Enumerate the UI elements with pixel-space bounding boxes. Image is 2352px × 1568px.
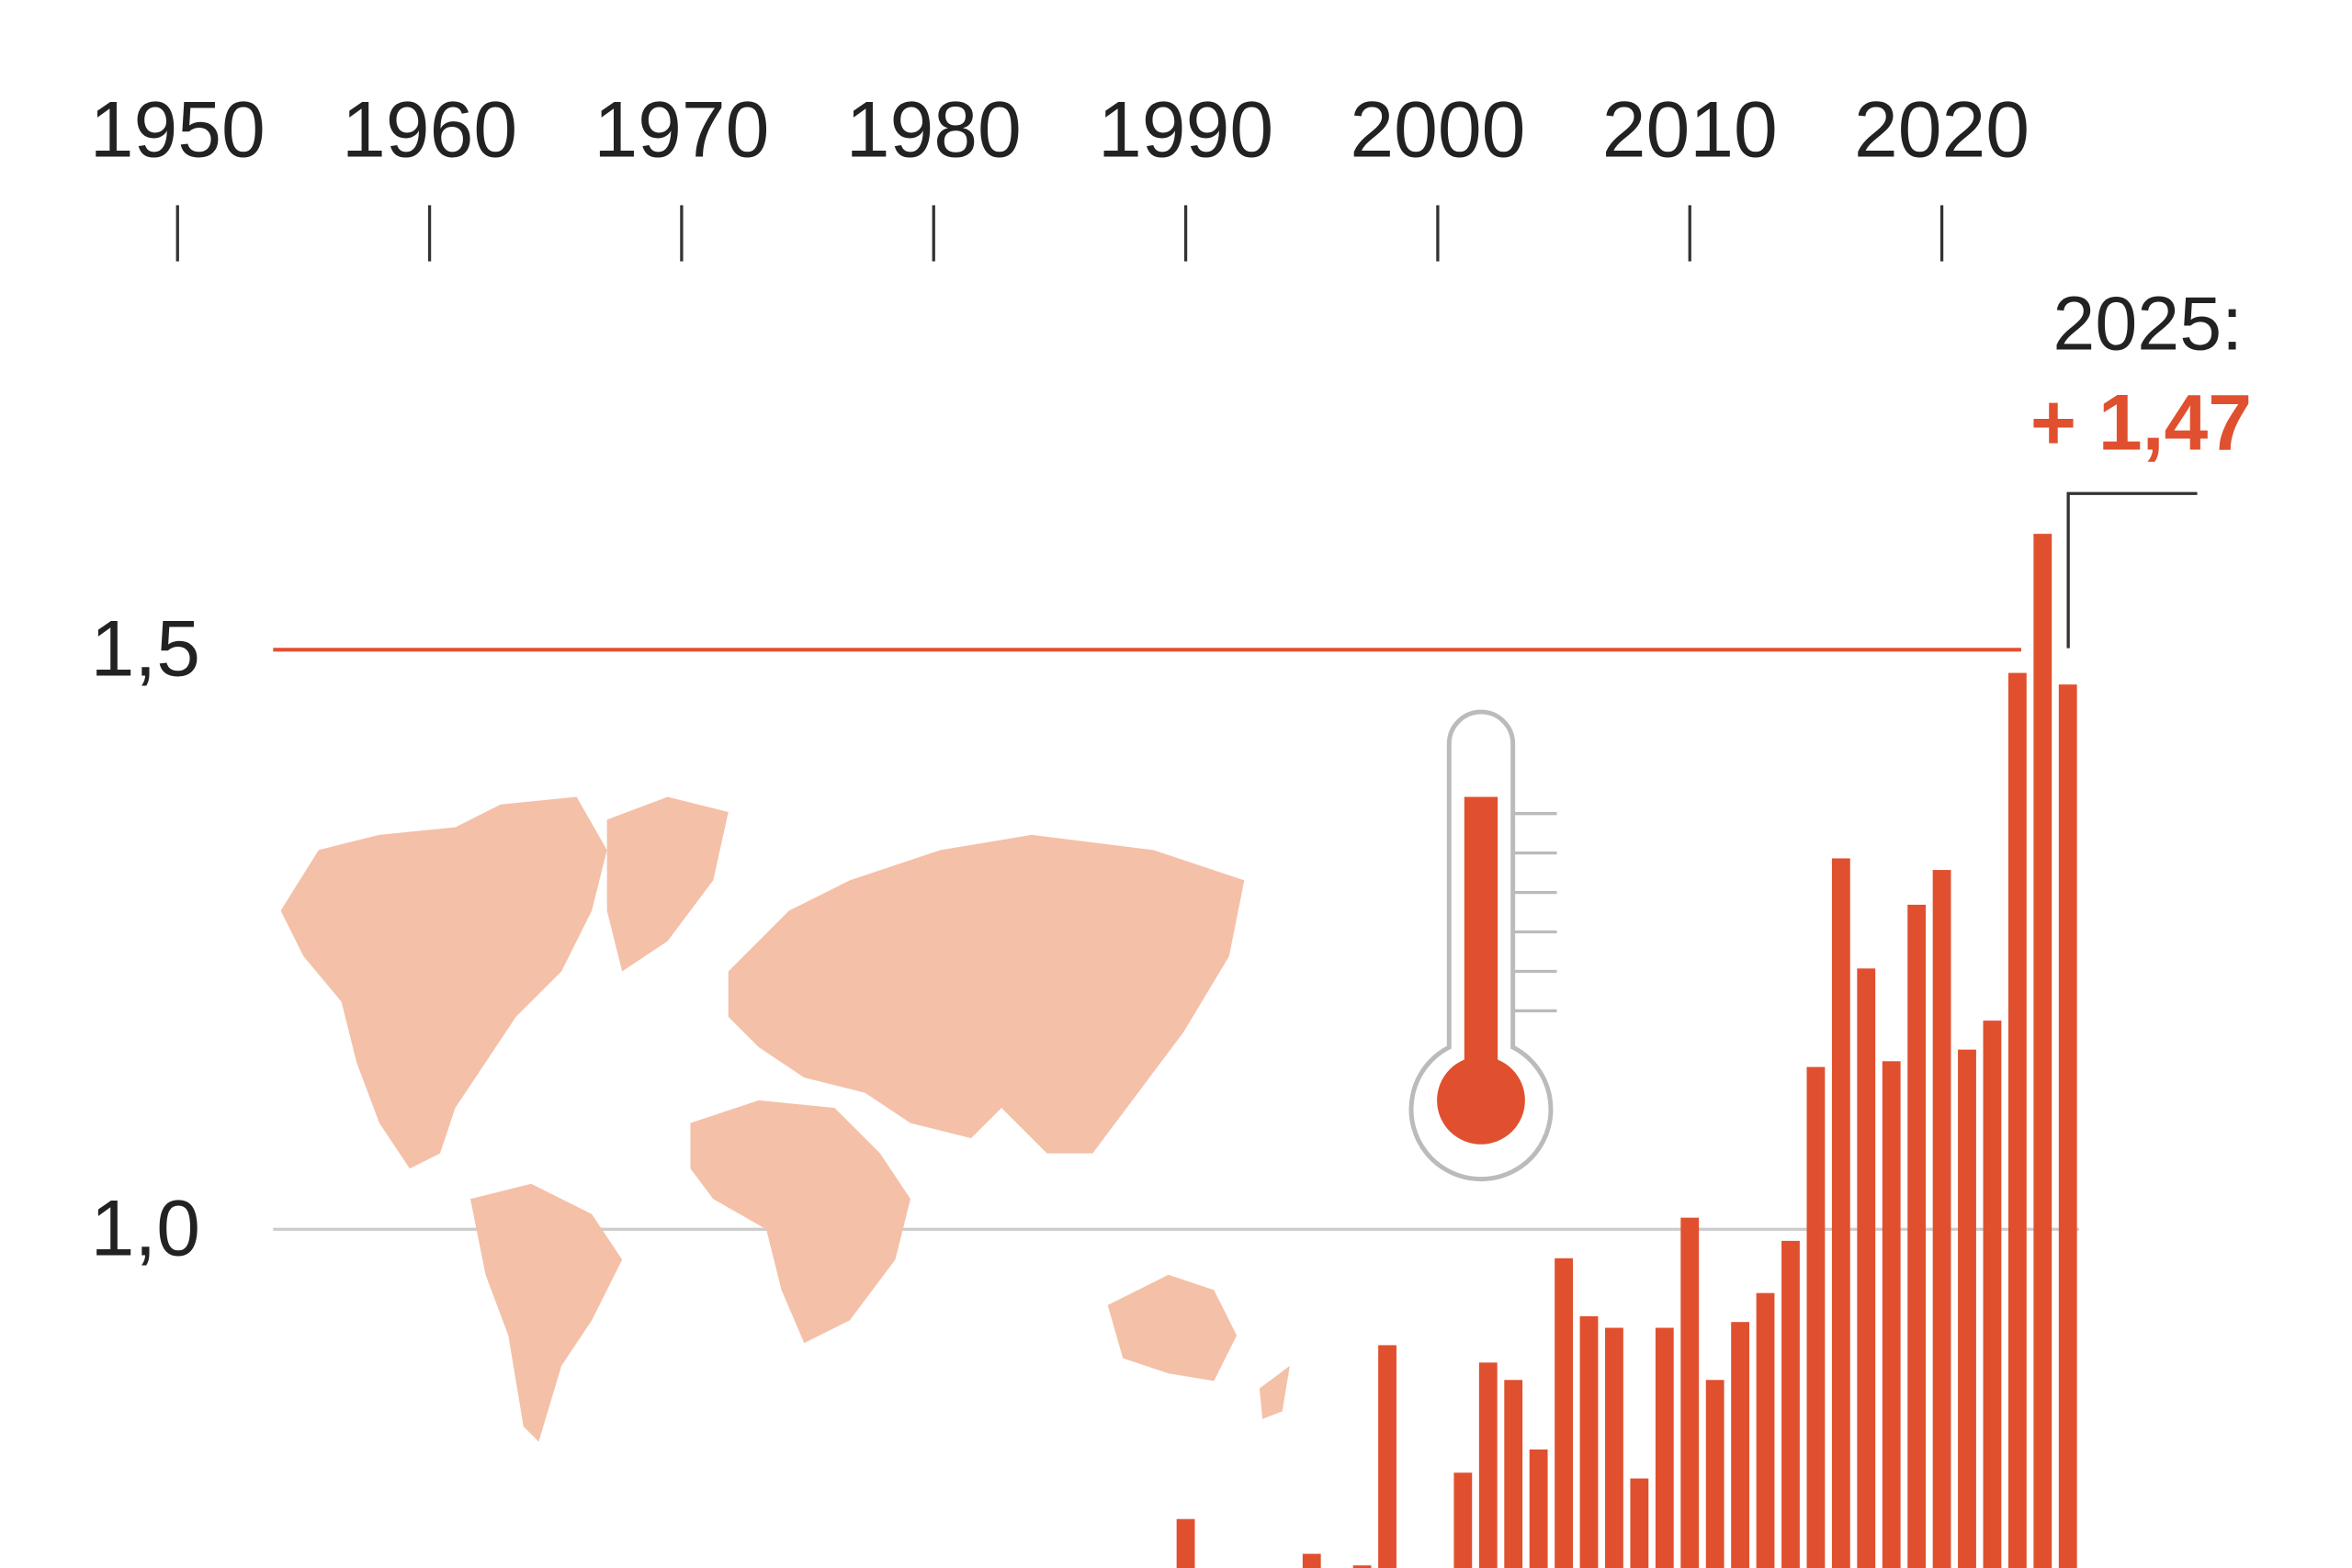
world-map-icon bbox=[280, 796, 1290, 1442]
x-tick-label: 2000 bbox=[1350, 86, 1525, 175]
bar-2001 bbox=[1453, 1472, 1473, 1568]
bar-2020 bbox=[1932, 870, 1951, 1568]
x-tick-label: 1970 bbox=[594, 86, 769, 175]
bar-2006 bbox=[1579, 1315, 1599, 1568]
x-tick-label: 2010 bbox=[1602, 86, 1778, 175]
bar-2015 bbox=[1806, 1066, 1826, 1568]
bar-2017 bbox=[1857, 968, 1876, 1568]
bar-2022 bbox=[1983, 1021, 2002, 1568]
bar-2016 bbox=[1831, 858, 1850, 1568]
bar-2024 bbox=[2033, 534, 2052, 1568]
bar-2008 bbox=[1630, 1478, 1649, 1568]
thermometer-icon bbox=[1408, 709, 1557, 1182]
bar-2004 bbox=[1529, 1449, 1548, 1568]
x-tick-label: 1980 bbox=[846, 86, 1022, 175]
bar-2018 bbox=[1882, 1061, 1901, 1568]
bar-2003 bbox=[1504, 1380, 1523, 1568]
bar-2021 bbox=[1958, 1049, 1976, 1568]
bar-1990 bbox=[1176, 1518, 1195, 1568]
bars bbox=[1176, 534, 2077, 1568]
bar-2005 bbox=[1555, 1258, 1573, 1568]
bar-1995 bbox=[1302, 1553, 1321, 1568]
x-axis: 1950 1960 1970 1980 1990 2000 2010 2020 bbox=[90, 86, 2030, 262]
bar-2007 bbox=[1605, 1327, 1623, 1568]
bar-2012 bbox=[1731, 1322, 1750, 1568]
bar-2013 bbox=[1756, 1292, 1775, 1568]
annotation-value: + 1,47 bbox=[2030, 378, 2252, 467]
bar-2025 bbox=[2058, 684, 2077, 1568]
x-tick-label: 1960 bbox=[342, 86, 517, 175]
y-tick-label: 1,0 bbox=[91, 1184, 200, 1272]
bar-2010 bbox=[1680, 1217, 1700, 1568]
x-tick-label: 1950 bbox=[90, 86, 266, 175]
bar-1998 bbox=[1378, 1345, 1396, 1568]
x-tick-label: 2020 bbox=[1854, 86, 2030, 175]
bar-2014 bbox=[1781, 1240, 1800, 1568]
y-grid: 1,5 1,0 bbox=[91, 604, 2079, 1272]
annotation-year: 2025: bbox=[2052, 281, 2243, 366]
bar-2011 bbox=[1705, 1380, 1724, 1568]
bar-2009 bbox=[1655, 1327, 1674, 1568]
y-tick-label: 1,5 bbox=[91, 604, 200, 693]
x-tick-label: 1990 bbox=[1098, 86, 1273, 175]
annotation: 2025: + 1,47 bbox=[2030, 281, 2252, 649]
bar-2023 bbox=[2007, 672, 2027, 1568]
bar-2002 bbox=[1478, 1362, 1498, 1568]
bar-1997 bbox=[1352, 1565, 1372, 1568]
bar-2019 bbox=[1907, 904, 1927, 1568]
